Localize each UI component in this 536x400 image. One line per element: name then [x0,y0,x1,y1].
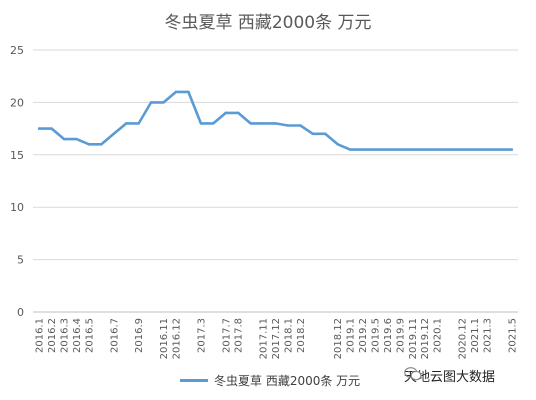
data-point [336,143,339,146]
watermark-text: 天地云图大数据 [404,370,496,385]
data-point [485,148,489,151]
x-tick-label: 2017.12 [271,318,282,359]
x-tick-label: 2017.8 [234,318,245,353]
data-point [187,90,190,94]
y-tick-label: 20 [10,96,24,109]
series-line [37,90,514,151]
x-tick-label: 2016.1 [35,318,46,353]
x-tick-label: 2016.11 [159,318,170,359]
y-tick-label: 10 [10,201,24,214]
x-tick-label: 2019.1 [346,318,357,353]
data-point [411,148,414,151]
x-tick-label: 2017.7 [221,318,232,353]
data-point [510,148,513,151]
data-point [311,132,315,136]
data-point [50,127,53,130]
data-point [75,137,78,141]
legend-swatch [180,379,208,382]
x-tick-label: 2021.3 [482,318,493,353]
x-tick-label: 2019.9 [395,318,406,353]
data-point [274,122,277,125]
x-tick-label: 2020.1 [433,318,444,353]
watermark: 天地云图大数据 [404,366,495,385]
data-point [373,148,377,151]
x-tick-label: 2021.1 [470,318,481,353]
x-tick-label: 2019.2 [358,318,369,353]
x-tick-label: 2016.3 [60,318,71,353]
data-point [460,148,464,151]
data-point [125,122,128,125]
y-tick-label: 5 [17,254,24,267]
data-point [174,90,178,94]
x-tick-label: 2016.2 [47,318,58,353]
data-point [162,101,165,104]
x-tick-label: 2018.2 [296,318,307,353]
data-point [137,122,140,125]
data-point [100,143,103,146]
data-point [62,137,66,141]
y-tick-label: 25 [10,44,24,57]
x-tick-label: 2016.9 [134,318,145,353]
legend: 冬虫夏草 西藏2000条 万元 [180,372,360,389]
x-tick-label: 2016.4 [72,318,83,353]
y-tick-label: 0 [17,306,24,319]
legend-label: 冬虫夏草 西藏2000条 万元 [214,374,361,388]
data-point [249,122,252,125]
data-point [112,132,116,136]
data-point [87,143,91,146]
data-point [398,148,402,151]
data-point [236,111,240,115]
data-point [473,148,476,151]
data-point [286,124,290,127]
data-point [38,127,41,130]
data-point [149,101,153,104]
data-point [199,122,203,125]
data-point [348,148,352,151]
y-tick-label: 15 [10,149,24,162]
data-point [361,148,364,151]
x-tick-label: 2017.3 [196,318,207,353]
x-tick-label: 2018.12 [333,318,344,359]
x-tick-label: 2016.5 [84,318,95,353]
data-point [386,148,389,151]
data-point [261,122,265,125]
x-tick-label: 2018.1 [283,318,294,353]
data-point [212,122,215,125]
x-tick-label: 2016.7 [109,318,120,353]
data-point [448,148,451,151]
x-tick-label: 2019.6 [383,318,394,353]
x-tick-label: 2019.12 [420,318,431,359]
data-point [435,148,439,151]
x-tick-label: 2017.11 [259,318,270,359]
data-point [423,148,426,151]
chart-title: 冬虫夏草 西藏2000条 万元 [164,13,372,33]
x-tick-label: 2021.5 [507,318,518,353]
wechat-icon [404,367,422,381]
x-tick-label: 2020.12 [458,318,469,359]
data-point [224,111,227,115]
data-point [498,148,501,151]
x-tick-label: 2016.12 [172,318,183,359]
x-tick-label: 2019.11 [408,318,419,359]
data-point [299,124,302,127]
x-tick-label: 2019.5 [370,318,381,353]
data-point [324,132,327,136]
